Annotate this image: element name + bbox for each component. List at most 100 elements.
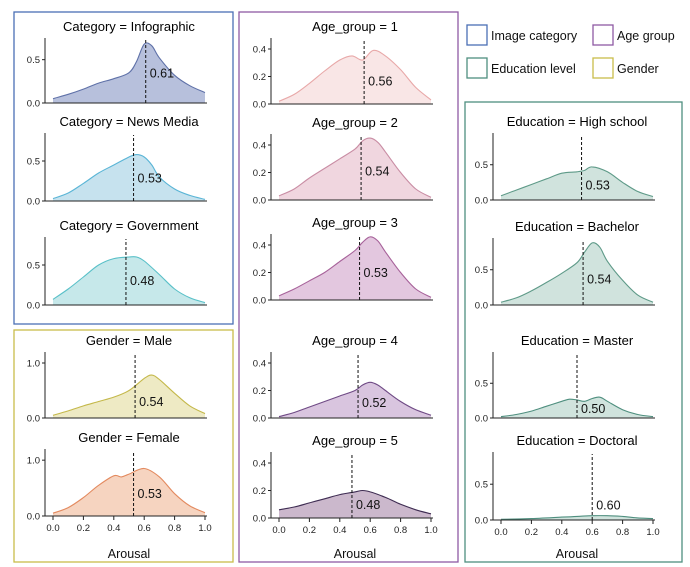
panel-title: Age_group = 3 xyxy=(312,215,398,230)
density-area xyxy=(53,468,205,516)
y-tick-label: 0.2 xyxy=(253,386,266,397)
density-panel: Education = Master 0.0 0.5 0.50 xyxy=(475,333,655,424)
mean-label: 0.61 xyxy=(150,67,174,81)
legend-swatch-gender xyxy=(592,57,614,79)
y-tick-label: 0.0 xyxy=(253,413,266,424)
education-level-frame xyxy=(464,101,683,563)
density-panel: Age_group = 5 0.0 0.2 0.4 0.0 0.2 0.4 0.6 0.8 1.0… xyxy=(253,433,438,536)
x-tick-label: 0.0 xyxy=(272,525,285,536)
y-tick-label: 0.0 xyxy=(475,515,488,526)
density-line xyxy=(278,236,432,298)
x-tick-label: 0.6 xyxy=(364,525,377,536)
mean-label: 0.54 xyxy=(587,273,611,287)
density-line xyxy=(278,489,432,515)
density-line xyxy=(278,49,432,102)
panel-title: Education = Bachelor xyxy=(515,219,640,234)
density-line xyxy=(52,374,206,416)
legend-label-education-level: Education level xyxy=(491,62,576,76)
legend-label-age-group: Age group xyxy=(617,29,675,43)
density-panel: Category = Infographic 0.0 0.5 0.61 xyxy=(27,19,207,109)
panel-title: Category = Government xyxy=(59,218,198,233)
mean-label: 0.54 xyxy=(365,164,389,178)
panel-title: Education = Master xyxy=(521,333,634,348)
x-tick-label: 0.2 xyxy=(525,527,538,538)
y-tick-label: 0.2 xyxy=(253,486,266,497)
density-line xyxy=(278,381,432,418)
x-tick-label: 0.0 xyxy=(46,523,59,534)
panel-title: Category = Infographic xyxy=(63,19,195,34)
x-tick-label: 0.4 xyxy=(107,523,120,534)
density-area xyxy=(279,236,431,300)
x-tick-label: 0.8 xyxy=(394,525,407,536)
density-line xyxy=(278,137,432,198)
x-tick-label: 0.6 xyxy=(138,523,151,534)
panel-title: Gender = Female xyxy=(78,430,180,445)
y-tick-label: 0.0 xyxy=(27,300,40,311)
density-panel: Education = High school 0.0 0.5 0.53 xyxy=(475,114,655,206)
density-line xyxy=(52,256,206,304)
y-tick-label: 0.5 xyxy=(475,379,488,390)
density-line xyxy=(500,242,654,303)
density-area xyxy=(501,242,653,305)
mean-label: 0.53 xyxy=(138,487,162,501)
density-line xyxy=(500,166,654,198)
x-tick-label: 1.0 xyxy=(424,525,437,536)
density-area xyxy=(279,382,431,418)
mean-label: 0.50 xyxy=(581,402,605,416)
x-tick-label: 0.4 xyxy=(333,525,346,536)
y-tick-label: 0.0 xyxy=(253,195,266,206)
mean-label: 0.48 xyxy=(130,274,154,288)
density-panel: Gender = Male 0.0 1.0 0.54 xyxy=(27,333,207,424)
age-group-frame xyxy=(238,11,459,563)
y-tick-label: 0.2 xyxy=(253,268,266,279)
y-tick-label: 0.4 xyxy=(253,240,266,251)
y-tick-label: 0.2 xyxy=(253,72,266,83)
legend: Image category Age group Education level… xyxy=(466,24,675,79)
density-panel: Age_group = 3 0.0 0.2 0.4 0.53 xyxy=(253,215,433,306)
mean-label: 0.48 xyxy=(356,498,380,512)
panel-title: Education = Doctoral xyxy=(516,433,637,448)
gender-frame xyxy=(13,329,234,563)
density-panel: Category = News Media 0.0 0.5 0.53 xyxy=(27,114,207,207)
x-axis-label-col1: Arousal xyxy=(108,547,150,561)
density-panel: Age_group = 1 0.0 0.2 0.4 0.56 xyxy=(253,19,433,110)
mean-label: 0.53 xyxy=(586,178,610,192)
legend-swatch-education-level xyxy=(466,57,488,79)
y-tick-label: 0.5 xyxy=(475,480,488,491)
mean-label: 0.53 xyxy=(138,171,162,185)
x-axis-label-col2: Arousal xyxy=(334,547,376,561)
density-panel: Gender = Female 0.0 1.0 0.0 0.2 0.4 0.6 0.8 1.0 0… xyxy=(27,430,212,534)
density-panel: Category = Government 0.0 0.5 0.48 xyxy=(27,218,207,311)
panel-title: Age_group = 4 xyxy=(312,333,398,348)
y-tick-label: 0.0 xyxy=(27,413,40,424)
x-tick-label: 0.6 xyxy=(586,527,599,538)
density-area xyxy=(53,154,205,201)
y-tick-label: 0.2 xyxy=(253,168,266,179)
mean-label: 0.53 xyxy=(364,266,388,280)
panel-title: Age_group = 1 xyxy=(312,19,398,34)
x-tick-label: 0.4 xyxy=(555,527,568,538)
y-tick-label: 0.0 xyxy=(475,300,488,311)
y-tick-label: 0.5 xyxy=(27,55,40,66)
y-tick-label: 0.0 xyxy=(27,196,40,207)
mean-label: 0.52 xyxy=(362,396,386,410)
x-tick-label: 1.0 xyxy=(646,527,659,538)
density-panel: Age_group = 2 0.0 0.2 0.4 0.54 xyxy=(253,115,433,206)
density-area xyxy=(279,490,431,518)
panel-title: Gender = Male xyxy=(86,333,172,348)
legend-label-gender: Gender xyxy=(617,62,659,76)
panel-title: Category = News Media xyxy=(59,114,199,129)
y-tick-label: 0.5 xyxy=(475,160,488,171)
mean-label: 0.60 xyxy=(596,499,620,513)
mean-label: 0.54 xyxy=(139,395,163,409)
density-area xyxy=(501,515,653,520)
density-line xyxy=(500,396,654,418)
y-tick-label: 0.4 xyxy=(253,358,266,369)
y-tick-label: 0.0 xyxy=(253,513,266,524)
x-tick-label: 1.0 xyxy=(198,523,211,534)
density-panel: Age_group = 4 0.0 0.2 0.4 0.52 xyxy=(253,333,433,424)
y-tick-label: 0.0 xyxy=(253,295,266,306)
y-tick-label: 0.4 xyxy=(253,458,266,469)
y-tick-label: 0.0 xyxy=(475,195,488,206)
mean-label: 0.56 xyxy=(368,74,392,88)
